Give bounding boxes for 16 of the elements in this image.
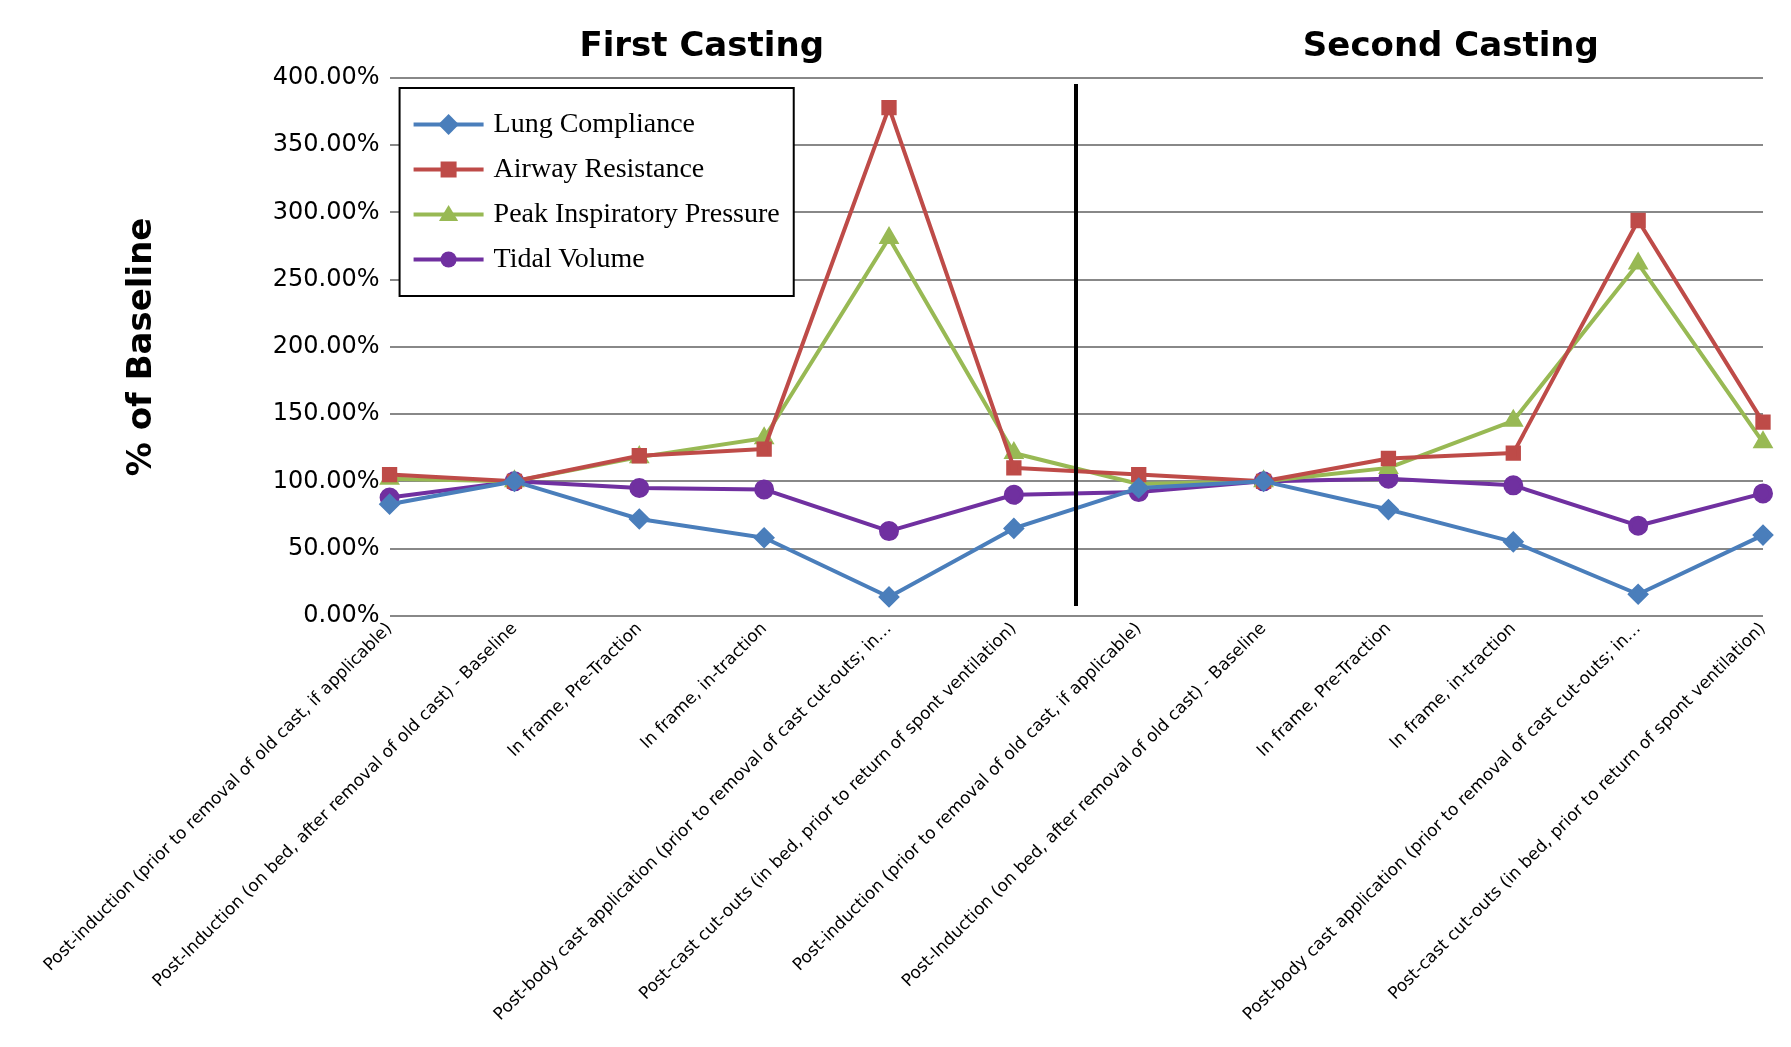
- legend-label: Airway Resistance: [493, 151, 705, 183]
- legend-label: Peak Inspiratory Pressure: [493, 196, 780, 228]
- text: First Casting: [579, 23, 824, 64]
- y-tick-label: 0.00%: [303, 600, 380, 628]
- y-tick-label: 350.00%: [272, 129, 380, 158]
- y-axis-title: % of Baseline: [119, 217, 160, 477]
- y-tick-label: 150.00%: [272, 398, 380, 427]
- y-tick-label: 100.00%: [272, 465, 380, 494]
- legend-label: Lung Compliance: [493, 106, 695, 138]
- y-tick-label: 200.00%: [272, 331, 380, 360]
- y-tick-label: 300.00%: [272, 196, 380, 225]
- y-tick-label: 250.00%: [272, 263, 380, 292]
- y-tick-label: 50.00%: [288, 532, 380, 561]
- y-tick-label: 400.00%: [272, 62, 380, 91]
- legend-label: Tidal Volume: [493, 241, 645, 273]
- text: Second Casting: [1302, 23, 1599, 64]
